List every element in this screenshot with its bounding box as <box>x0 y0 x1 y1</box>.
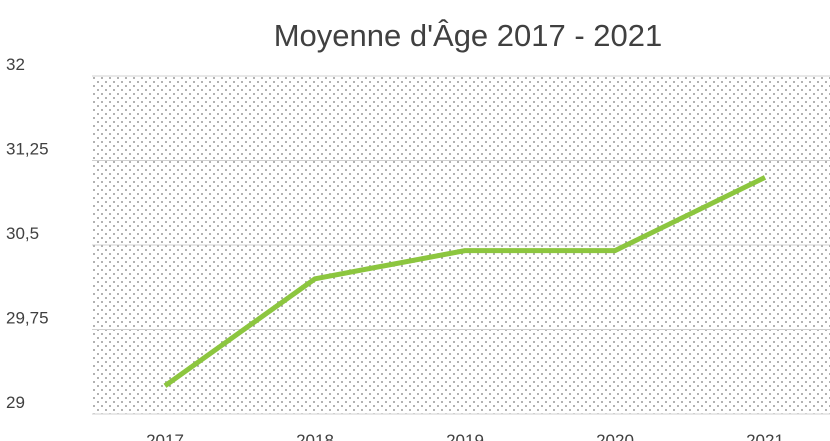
x-tick-label: 2018 <box>296 431 334 441</box>
y-tick-label: 29,75 <box>6 309 49 328</box>
y-tick-label: 29 <box>6 393 25 412</box>
y-tick-label: 30,5 <box>6 224 39 243</box>
chart-title: Moyenne d'Âge 2017 - 2021 <box>274 18 663 53</box>
y-tick-label: 32 <box>6 55 25 74</box>
x-tick-label: 2019 <box>446 431 484 441</box>
line <box>163 175 767 388</box>
x-tick-label: 2017 <box>146 431 184 441</box>
x-tick-label: 2020 <box>596 431 634 441</box>
x-tick-label: 2021 <box>746 431 784 441</box>
y-tick-label: 31,25 <box>6 140 49 159</box>
